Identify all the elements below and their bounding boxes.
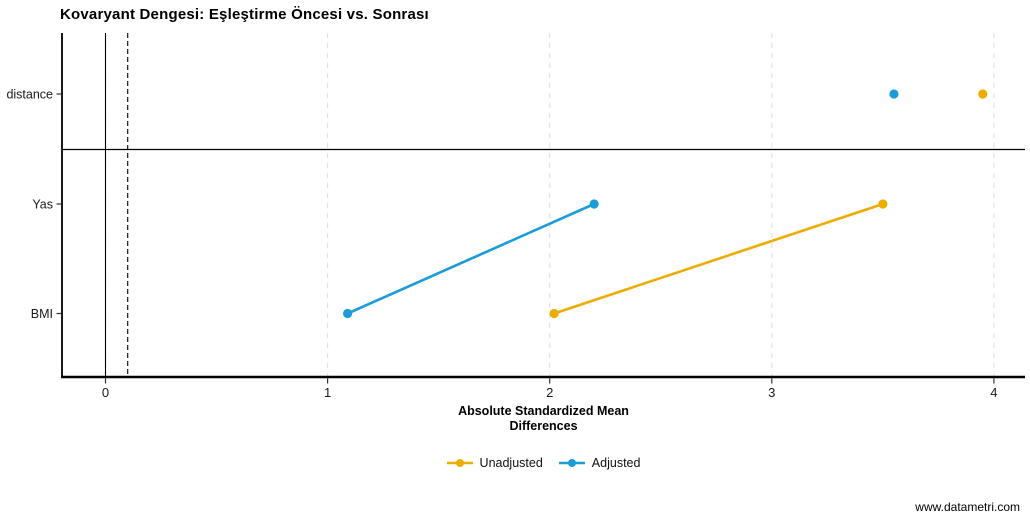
data-point-adjusted-distance (889, 89, 899, 99)
series-line-adjusted (347, 202, 595, 315)
x-tick-label-0: 0 (102, 385, 109, 400)
legend-label-unadjusted: Unadjusted (479, 456, 543, 470)
watermark: www.datametri.com (915, 500, 1020, 514)
data-point-unadjusted-yas (878, 199, 888, 209)
legend-key-dot (455, 459, 464, 467)
series-line-unadjusted (553, 202, 884, 315)
x-tick-label-3: 3 (768, 385, 775, 400)
data-point-unadjusted-bmi (549, 308, 559, 319)
legend-item-adjusted: Adjusted (558, 456, 641, 470)
legend-key-dot (567, 459, 576, 467)
x-tick-label-2: 2 (546, 385, 553, 400)
x-axis-title: Absolute Standardized Mean Differences (62, 404, 1025, 434)
legend-item-unadjusted: Unadjusted (446, 456, 543, 470)
y-axis-label-distance: distance (6, 88, 53, 102)
legend-key-icon-adjusted (558, 459, 585, 467)
y-axis-label-bmi: BMI (31, 307, 53, 321)
chart-title: Kovaryant Dengesi: Eşleştirme Öncesi vs.… (60, 6, 429, 23)
x-tick-label-4: 4 (990, 385, 997, 400)
x-tick-label-1: 1 (324, 385, 331, 400)
x-axis-title-line1: Absolute Standardized Mean (458, 404, 629, 418)
data-point-unadjusted-distance (978, 89, 988, 99)
legend-key-icon-unadjusted (446, 459, 473, 467)
x-axis-title-line2: Differences (509, 419, 578, 433)
data-point-adjusted-bmi (342, 308, 353, 319)
data-point-adjusted-yas (589, 199, 599, 209)
legend: Unadjusted Adjusted (62, 456, 1025, 470)
y-axis-label-yas: Yas (32, 198, 53, 212)
legend-label-adjusted: Adjusted (591, 456, 641, 470)
